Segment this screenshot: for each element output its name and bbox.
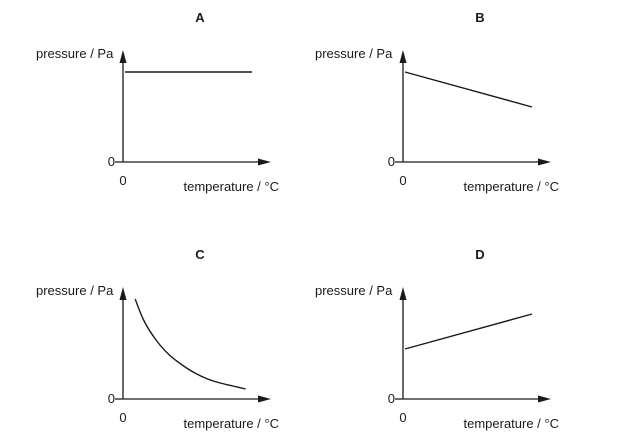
y-axis-arrowhead	[119, 50, 127, 63]
x-axis-label: temperature / °C	[183, 416, 279, 431]
y-origin-label: 0	[108, 154, 115, 169]
y-axis-label: pressure / Pa	[36, 283, 114, 298]
graph-title: C	[195, 247, 205, 262]
data-line	[134, 298, 246, 390]
y-axis-arrowhead	[399, 50, 407, 63]
data-line	[404, 313, 533, 350]
graph-title: D	[475, 247, 484, 262]
x-axis-label: temperature / °C	[183, 179, 279, 194]
y-axis-arrowhead	[399, 287, 407, 300]
data-line	[404, 71, 533, 108]
x-origin-label: 0	[399, 173, 406, 188]
y-axis-label: pressure / Pa	[36, 46, 114, 61]
x-axis-arrowhead	[258, 158, 271, 166]
x-axis-arrowhead	[258, 395, 271, 403]
x-origin-label: 0	[399, 410, 406, 425]
x-axis-arrowhead	[538, 395, 551, 403]
graph-title: A	[195, 10, 205, 25]
y-axis-label: pressure / Pa	[315, 283, 393, 298]
x-origin-label: 0	[119, 410, 126, 425]
y-origin-label: 0	[388, 391, 395, 406]
y-origin-label: 0	[108, 391, 115, 406]
y-axis-label: pressure / Pa	[315, 46, 393, 61]
y-axis-arrowhead	[119, 287, 127, 300]
y-origin-label: 0	[388, 154, 395, 169]
x-axis-arrowhead	[538, 158, 551, 166]
x-axis-label: temperature / °C	[463, 416, 559, 431]
graph-title: B	[475, 10, 484, 25]
x-origin-label: 0	[119, 173, 126, 188]
x-axis-label: temperature / °C	[463, 179, 559, 194]
